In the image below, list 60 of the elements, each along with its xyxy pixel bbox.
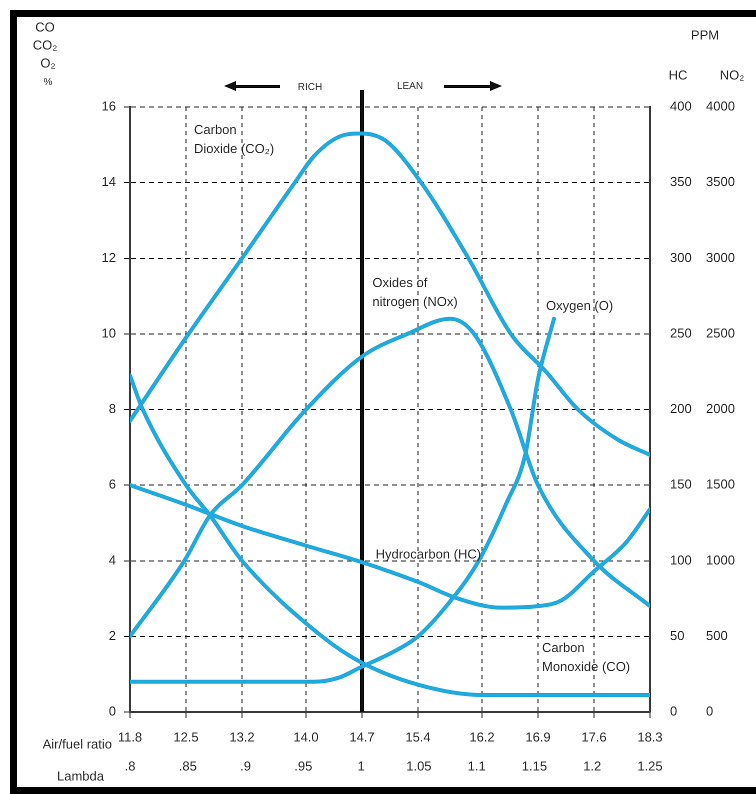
y2-axis-title: HC [668, 68, 688, 83]
x-tick-label: 16.9 [525, 729, 551, 744]
x-tick-label: 16.2 [469, 729, 495, 744]
x2-tick-label: .85 [178, 758, 197, 774]
x-tick-label: 13.2 [229, 729, 255, 744]
series-label: Oxides of nitrogen (NOx) [372, 275, 458, 310]
y3-tick-label: 1500 [706, 476, 735, 492]
y-tick-label: 8 [108, 401, 116, 416]
y2-tick-label: 350 [670, 174, 692, 190]
x2-axis-title: Lambda [57, 768, 105, 784]
x-tick-label: 14.0 [293, 729, 319, 744]
y3-tick-label: 2000 [706, 401, 735, 416]
y-tick-label: 14 [102, 174, 116, 190]
y-tick-label: 0 [108, 704, 116, 719]
text: PPM [690, 28, 720, 43]
y2-tick-label: 0 [670, 704, 678, 719]
x-tick-label: 17.6 [581, 729, 607, 744]
x-tick-label: 18.3 [637, 729, 663, 744]
y2-tick-label: 100 [670, 552, 692, 568]
series-label: Hydrocarbon (HC) [376, 546, 482, 562]
y2-tick-label: 50 [670, 628, 684, 643]
y3-tick-label: 500 [706, 628, 728, 643]
y3-tick-label: 1000 [706, 552, 735, 568]
y-tick-label: 16 [102, 98, 116, 114]
y3-tick-label: 0 [706, 704, 714, 719]
text: RICH [298, 82, 322, 93]
y3-tick-label: 4000 [706, 98, 735, 114]
x-tick-label: 11.8 [118, 729, 142, 744]
y3-tick-label: 3500 [706, 174, 735, 190]
x2-tick-label: 1.05 [406, 758, 432, 774]
x2-tick-label: 1.25 [637, 758, 663, 774]
y-tick-label: 2 [108, 628, 116, 643]
y-tick-label: 10 [102, 325, 116, 340]
y3-tick-label: 3000 [706, 250, 735, 265]
x2-tick-label: 1.15 [522, 758, 548, 774]
x-tick-label: 15.4 [405, 729, 431, 744]
series-label: Oxygen (O) [546, 298, 614, 313]
x2-tick-label: .9 [240, 758, 251, 774]
x-axis-title: Air/fuel ratio [42, 736, 112, 752]
series-label: Carbon Monoxide (CO) [542, 640, 630, 674]
x-tick-label: 14.7 [349, 729, 375, 744]
x2-tick-label: 1.1 [468, 758, 486, 774]
y-tick-label: 6 [108, 476, 116, 492]
y2-tick-label: 400 [670, 98, 692, 114]
x-tick-label: 12.5 [173, 729, 199, 744]
y2-tick-label: 150 [670, 476, 692, 492]
y2-tick-label: 250 [670, 325, 692, 340]
x2-tick-label: 1.2 [583, 758, 602, 774]
x2-tick-label: 1 [357, 758, 365, 774]
y3-tick-label: 2500 [706, 325, 735, 340]
y2-tick-label: 300 [670, 250, 692, 265]
y3-axis-title: NO₂ [720, 68, 744, 83]
text: LEAN [396, 80, 424, 92]
y2-tick-label: 200 [670, 401, 692, 416]
y-tick-label: 12 [102, 250, 116, 265]
y-axis-title: CO CO₂ O₂ % [32, 20, 58, 88]
x2-tick-label: .95 [294, 758, 312, 774]
y-tick-label: 4 [108, 552, 116, 568]
text: Carbon Dioxide (CO₂) [194, 122, 274, 156]
x2-tick-label: .8 [124, 758, 136, 774]
